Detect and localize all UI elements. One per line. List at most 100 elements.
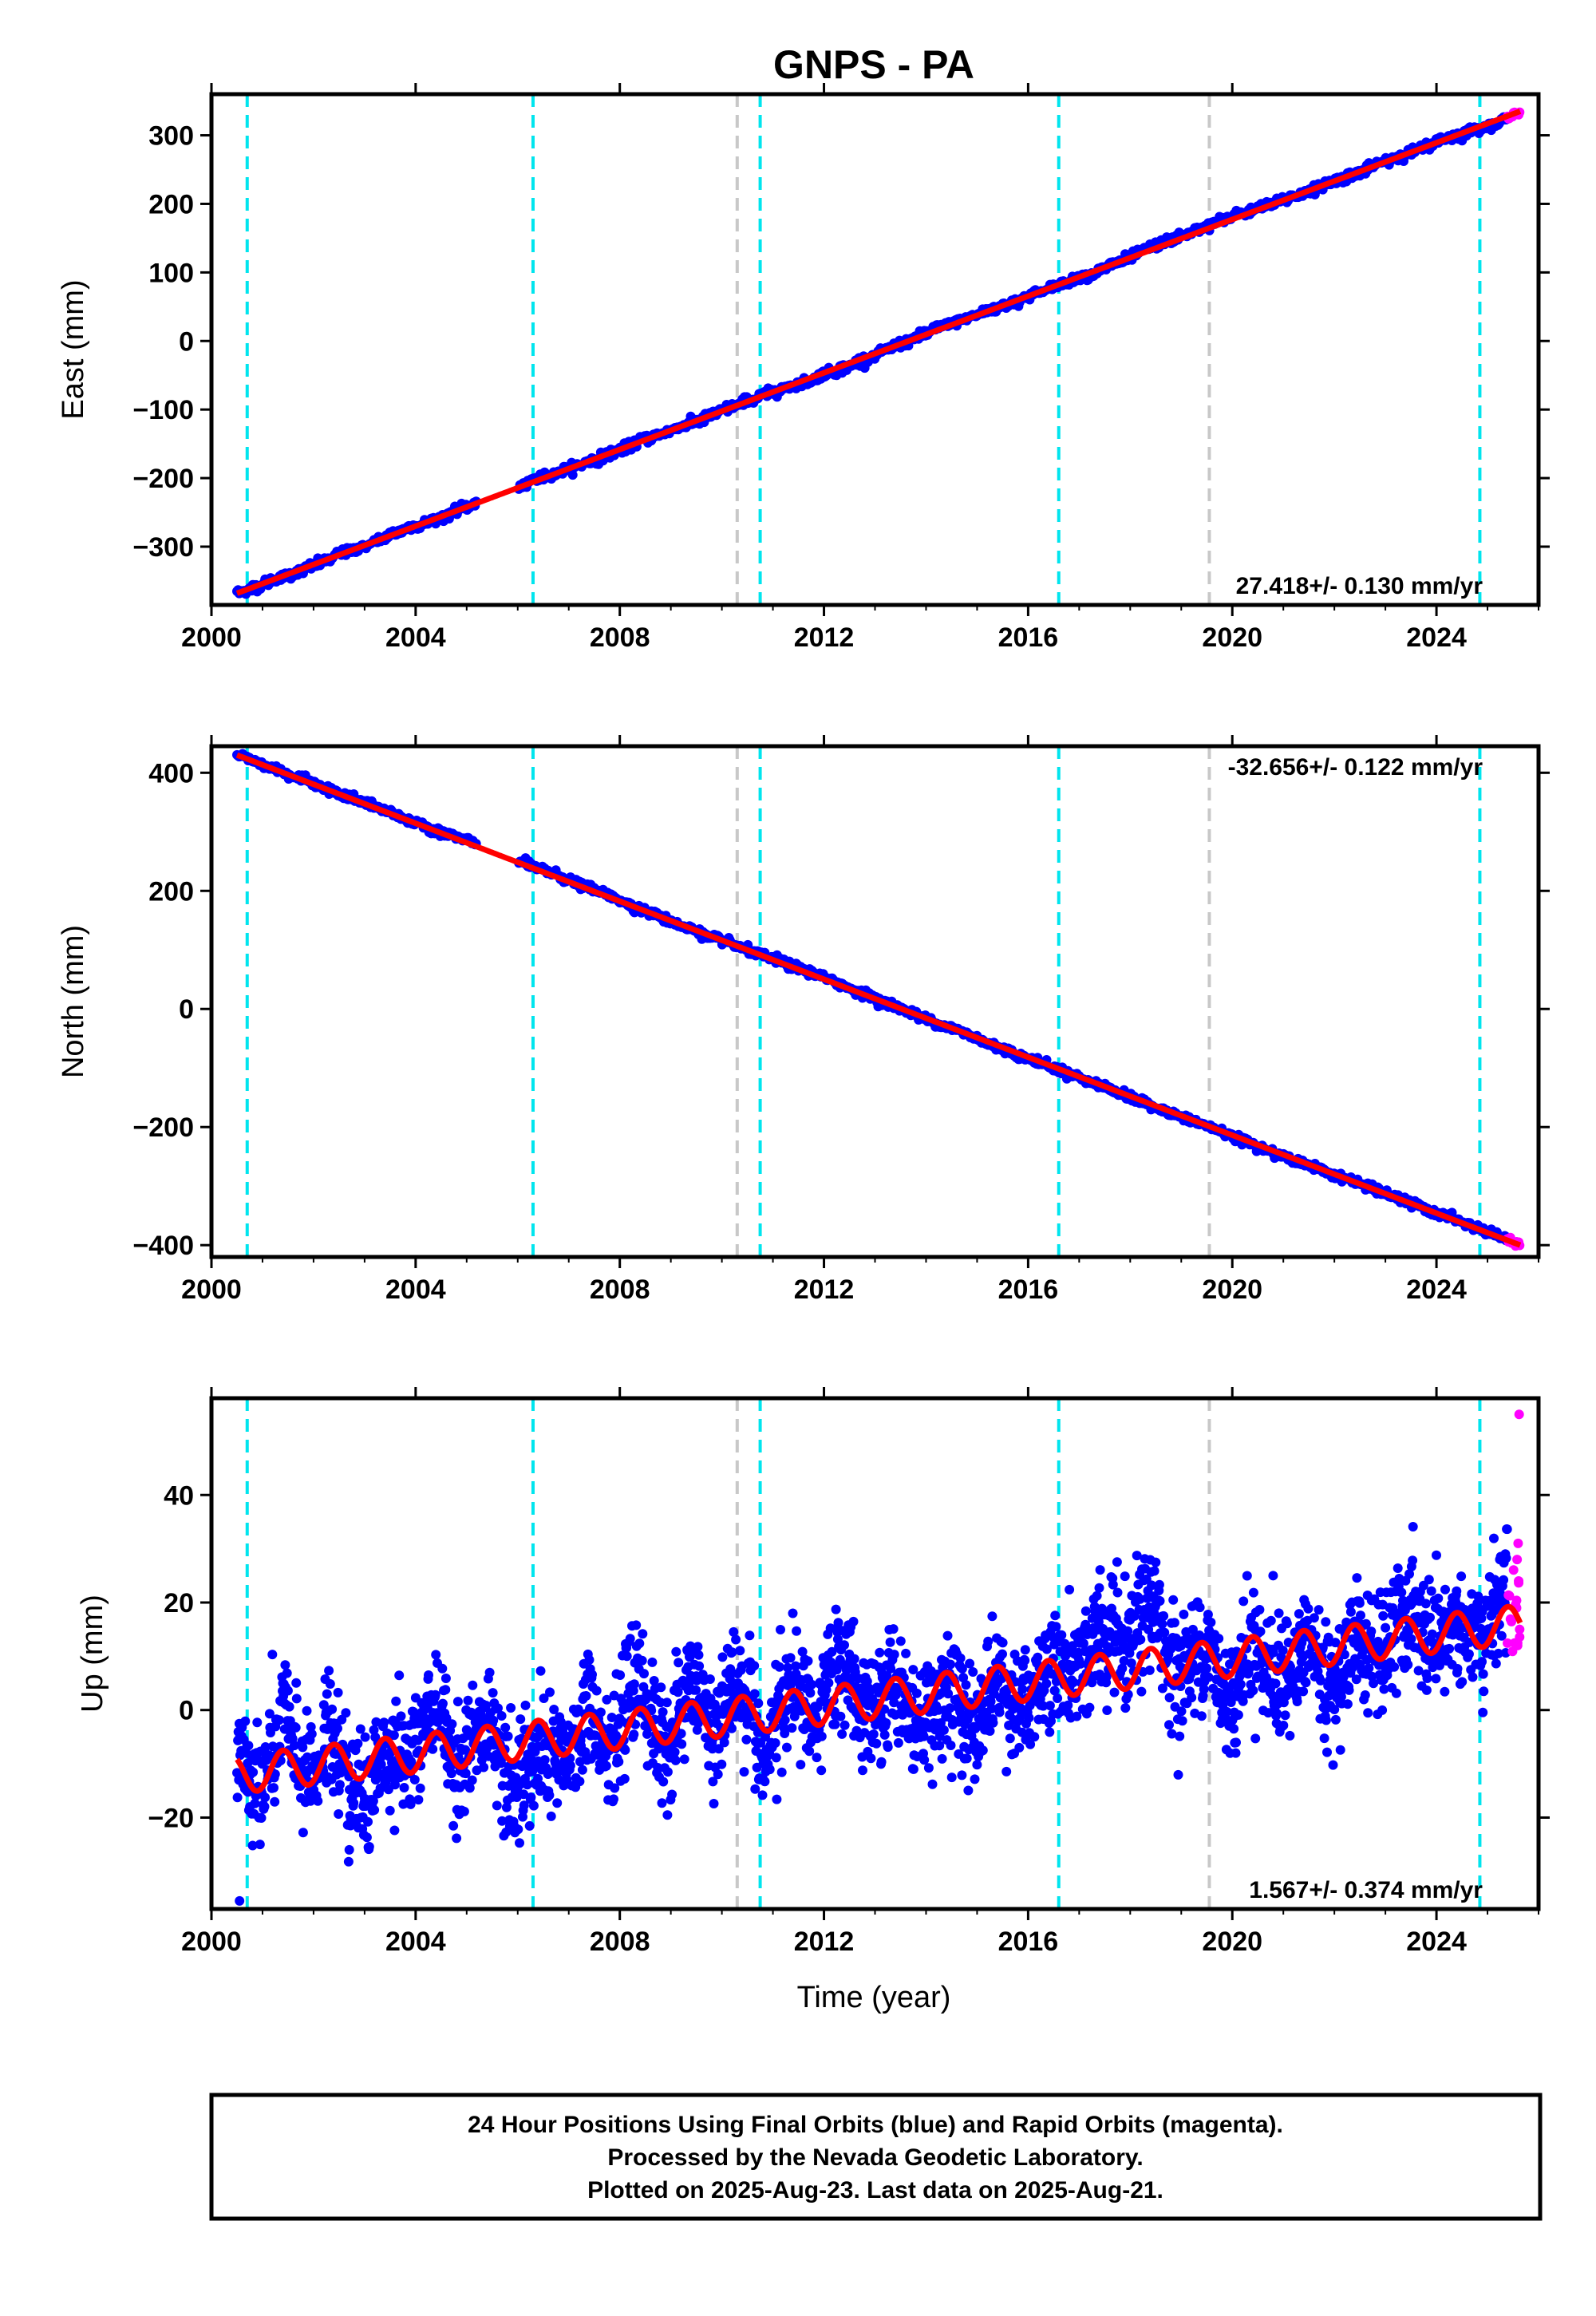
data-point xyxy=(1094,1583,1104,1593)
data-point xyxy=(1352,1573,1362,1583)
data-point xyxy=(741,1734,752,1745)
data-point xyxy=(709,1799,719,1808)
data-point xyxy=(816,1731,827,1741)
data-point xyxy=(260,1742,271,1752)
data-point xyxy=(1155,1596,1165,1606)
data-point xyxy=(1169,1618,1179,1628)
data-point xyxy=(760,1777,770,1787)
data-point xyxy=(355,1724,365,1734)
data-point xyxy=(545,1687,555,1697)
data-point xyxy=(888,1624,899,1634)
data-point xyxy=(1202,1663,1212,1674)
data-point xyxy=(424,1670,433,1680)
data-point xyxy=(787,1723,797,1733)
data-point xyxy=(792,1626,802,1636)
data-point xyxy=(1075,1658,1085,1669)
chart-title: GNPS - PA xyxy=(773,42,974,87)
data-point xyxy=(955,1653,966,1663)
data-point xyxy=(837,1729,847,1739)
rate-annotation: 27.418+/- 0.130 mm/yr xyxy=(1236,573,1483,599)
data-point xyxy=(394,1670,405,1681)
data-point xyxy=(506,1703,516,1713)
data-point xyxy=(832,1634,843,1644)
data-point xyxy=(390,1780,400,1790)
data-point xyxy=(978,1745,988,1756)
data-point xyxy=(662,1697,672,1708)
data-point xyxy=(827,1646,837,1657)
data-point xyxy=(520,1700,531,1710)
data-point xyxy=(1187,1693,1197,1703)
data-point xyxy=(1196,1711,1207,1721)
data-point xyxy=(492,1800,502,1811)
data-point xyxy=(637,1655,647,1666)
data-point xyxy=(1420,1599,1431,1609)
x-tick-label: 2004 xyxy=(385,622,446,653)
data-point xyxy=(848,1616,859,1626)
data-point xyxy=(946,1773,957,1783)
data-point xyxy=(430,1690,440,1700)
data-point xyxy=(484,1667,495,1678)
data-point xyxy=(334,1780,345,1790)
data-point xyxy=(961,1680,971,1690)
data-point xyxy=(717,1759,727,1769)
data-point xyxy=(776,1625,785,1634)
data-point xyxy=(770,1738,780,1748)
data-point xyxy=(816,1765,827,1776)
data-point xyxy=(1425,1612,1435,1622)
data-point xyxy=(1045,1727,1055,1737)
data-point xyxy=(581,1691,591,1701)
data-point xyxy=(549,1705,559,1714)
data-point xyxy=(797,1646,808,1657)
data-point xyxy=(968,1667,978,1677)
data-point xyxy=(1330,1714,1341,1725)
data-point xyxy=(1321,1715,1331,1725)
data-point xyxy=(459,1806,469,1816)
y-tick-label: 0 xyxy=(179,326,194,357)
data-point xyxy=(415,1783,425,1793)
data-point xyxy=(805,1688,816,1698)
data-point xyxy=(812,1753,822,1763)
data-point xyxy=(833,1618,843,1628)
data-point xyxy=(1080,1606,1091,1616)
data-point xyxy=(1408,1555,1418,1566)
data-point xyxy=(614,1757,624,1767)
x-tick-label: 2008 xyxy=(590,1275,650,1305)
data-point xyxy=(620,1745,630,1755)
data-point xyxy=(1282,1618,1292,1629)
data-point xyxy=(1345,1607,1356,1617)
data-point xyxy=(1422,1674,1432,1683)
data-point xyxy=(1250,1733,1261,1744)
data-point xyxy=(831,1604,841,1614)
data-point xyxy=(313,1796,323,1806)
data-point xyxy=(250,1798,260,1808)
data-point xyxy=(879,1729,890,1740)
data-point xyxy=(1136,1686,1147,1697)
data-point xyxy=(298,1742,308,1753)
data-point xyxy=(539,1755,550,1765)
data-point xyxy=(1328,1760,1338,1770)
data-point xyxy=(1314,1605,1324,1615)
data-point xyxy=(725,1664,736,1674)
data-point xyxy=(446,1769,456,1779)
data-point xyxy=(584,1654,595,1665)
y-axis-title: North (mm) xyxy=(57,925,90,1078)
data-point xyxy=(693,1718,703,1729)
data-point xyxy=(972,1760,982,1770)
data-point xyxy=(1292,1697,1302,1706)
data-point xyxy=(1195,1603,1205,1613)
data-point xyxy=(306,1721,316,1732)
data-point xyxy=(360,1732,370,1742)
data-point xyxy=(946,1659,955,1670)
data-point xyxy=(497,1816,508,1826)
data-point xyxy=(546,1811,556,1821)
y-axis-title: East (mm) xyxy=(57,279,90,419)
data-point xyxy=(256,1813,267,1823)
data-point xyxy=(727,1723,737,1733)
data-point xyxy=(248,1767,259,1777)
data-point xyxy=(1309,1613,1319,1623)
data-point xyxy=(405,1799,416,1809)
plot-area xyxy=(232,1398,1525,1909)
data-point xyxy=(782,1742,792,1753)
data-point xyxy=(750,1784,760,1794)
